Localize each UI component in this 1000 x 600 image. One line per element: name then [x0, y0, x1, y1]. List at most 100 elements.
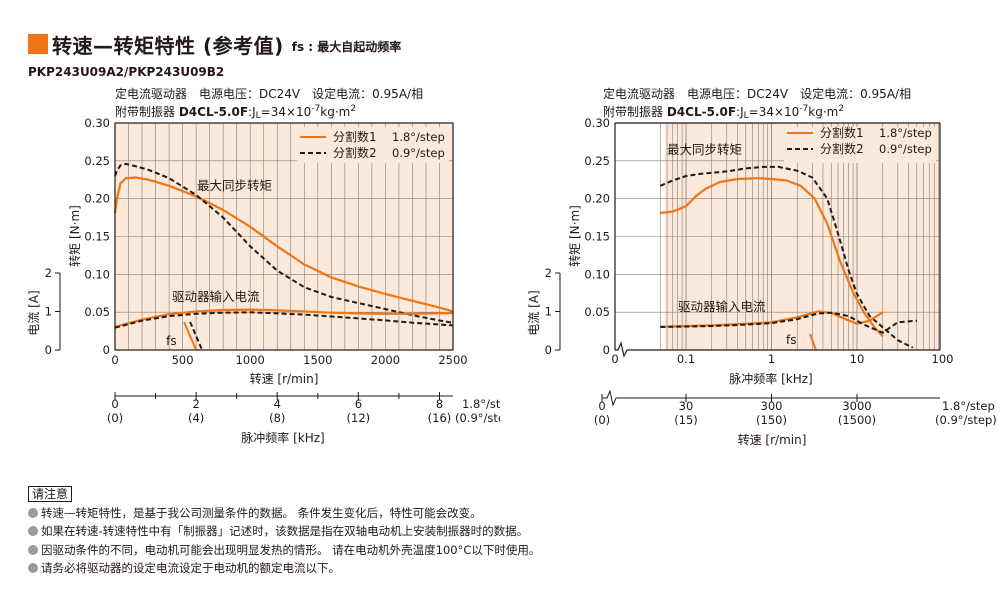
page-title: 转速—转矩特性 (参考值) — [52, 33, 284, 58]
right-sub-axis-line — [602, 389, 940, 407]
left-series-current-div2 — [114, 311, 454, 329]
page-subtitle: fs : 最大自起动频率 — [291, 39, 402, 54]
left-x-tick-label: 1000 — [236, 353, 265, 367]
right-x-tick-label-zero: 0 — [611, 352, 618, 366]
model-label: PKP243U09A2/PKP243U09B2 — [28, 65, 225, 79]
right-annotation-input-current: 驱动器输入电流 — [678, 299, 766, 314]
right-current-tick-label: 2 — [545, 266, 552, 280]
chart-left: 0 0.05 0.10 0.15 0.20 0.25 0.30 转矩 [N·m] 0 1 2 电流 [… — [27, 116, 500, 445]
left-legend-step: 0.9°/step — [392, 146, 445, 160]
right-legend-label: 分割数1 — [820, 125, 864, 140]
left-x-axis-label: 转速 [r/min] — [250, 371, 319, 386]
left-legend-box — [297, 127, 449, 163]
left-sub-axis-tick-label: 6 — [355, 397, 362, 411]
right-current-tick-label: 0 — [545, 343, 552, 357]
right-x-axis-label: 脉冲频率 [kHz] — [729, 371, 812, 386]
left-series-torque-div2 — [114, 162, 454, 324]
left-fs-annotation: fs — [166, 334, 176, 348]
right-y-axis-label-current: 电流 [A] — [527, 290, 541, 335]
right-sub-axis-tick-label-alt: (1500) — [838, 413, 876, 427]
bullet-icon — [28, 507, 38, 518]
left-x-tick-label: 500 — [172, 353, 194, 367]
left-sub-axis-step-alt: (0.9°/step) — [455, 411, 500, 425]
right-sub-axis-label: 转速 [r/min] — [738, 432, 807, 447]
left-fs-marker-div1 — [183, 321, 198, 351]
left-sub-axis-step: 1.8°/step — [462, 397, 500, 411]
left-y-tick-label: 0.05 — [84, 305, 110, 319]
right-fs-marker — [809, 333, 817, 351]
left-x-tick-label: 2500 — [438, 353, 467, 367]
right-frame-bottom-break — [615, 341, 940, 358]
right-y-tick-label: 0.25 — [584, 154, 610, 168]
right-legend-step: 0.9°/step — [879, 142, 932, 156]
right-y-axis-label-torque: 转矩 [N·m] — [567, 205, 582, 267]
left-conditions-line1: 定电流驱动器 电源电压：DC24V 设定电流：0.95A/相 — [115, 87, 424, 101]
left-x-tick-label: 2000 — [371, 353, 400, 367]
right-x-tick-label: 100 — [932, 352, 954, 366]
left-y-axis-label-torque: 转矩 [N·m] — [67, 205, 82, 267]
right-sub-axis-tick-label: 0 — [598, 399, 605, 413]
right-sub-axis-step: 1.8°/step — [942, 399, 995, 413]
right-legend-label: 分割数2 — [820, 141, 864, 156]
right-series-torque-div2 — [659, 165, 914, 349]
right-series-current-div1 — [660, 310, 884, 328]
left-y-tick-label: 0 — [103, 343, 110, 357]
title-block: 转速—转矩特性 (参考值) fs : 最大自起动频率 — [28, 30, 401, 58]
left-y-axis-label-current: 电流 [A] — [27, 290, 41, 335]
left-legend-label: 分割数2 — [333, 145, 377, 160]
left-sub-axis-label: 脉冲频率 [kHz] — [241, 430, 324, 445]
right-conditions-line2: 附带制振器 D4CL-5.0F:JL=34×10-7kg·m2 — [603, 104, 845, 121]
notes-title: 请注意 — [28, 486, 73, 502]
right-y-tick-label: 0.15 — [584, 230, 610, 244]
note-item: 请务必将驱动器的设定电流设定于电动机的额定电流以下。 — [28, 559, 540, 578]
left-x-tick-label: 1500 — [303, 353, 332, 367]
bullet-icon — [28, 526, 38, 536]
left-current-tick-label: 1 — [45, 305, 52, 319]
left-sub-axis-tick-label-alt: (12) — [347, 411, 371, 425]
right-current-tick-label: 1 — [545, 305, 552, 319]
left-sub-axis-tick-label-alt: (8) — [269, 411, 285, 425]
left-y-tick-label: 0.15 — [84, 230, 110, 244]
left-y-tick-label: 0.25 — [84, 154, 110, 168]
bullet-icon — [28, 544, 38, 555]
title-square-icon — [28, 34, 48, 54]
left-y-tick-label: 0.20 — [84, 192, 110, 206]
notes: 请注意 转速—转矩特性，是基于我公司测量条件的数据。 条件发生变化后，特性可能会… — [28, 485, 540, 578]
left-conditions-line2: 附带制振器 D4CL-5.0F:JL=34×10-7kg·m2 — [115, 104, 357, 121]
right-y-tick-label: 0 — [603, 343, 610, 357]
right-y-tick-label: 0.10 — [584, 267, 610, 281]
left-sub-axis-tick-label: 8 — [436, 397, 443, 411]
right-sub-axis-tick-label-alt: (150) — [756, 413, 787, 427]
right-sub-axis-tick-label-alt: (15) — [674, 413, 698, 427]
left-series-torque-div1 — [113, 176, 454, 313]
bullet-icon — [28, 563, 38, 573]
right-conditions: 定电流驱动器 电源电压：DC24V 设定电流：0.95A/相 附带制振器 D4C… — [603, 87, 911, 124]
right-sub-axis-tick-label: 30 — [679, 399, 694, 413]
left-annotation-max-torque: 最大同步转矩 — [197, 178, 272, 193]
right-sub-axis-tick-label: 300 — [761, 399, 783, 413]
note-item: 转速—转矩特性，是基于我公司测量条件的数据。 条件发生变化后，特性可能会改变。 — [28, 504, 540, 523]
left-legend-step: 1.8°/step — [392, 130, 445, 144]
right-y-tick-label: 0.30 — [584, 116, 610, 130]
left-sub-axis-tick-label-alt: (4) — [188, 411, 204, 425]
left-sub-axis-tick-label: 0 — [111, 397, 118, 411]
note-item: 如果在转速-转速特性中有「制振器」记述时，该数据是指在双轴电动机上安装制振器时的… — [28, 522, 540, 541]
right-series-current-div2 — [660, 311, 917, 334]
right-x-tick-label: 0.1 — [677, 352, 695, 366]
left-conditions: 定电流驱动器 电源电压：DC24V 设定电流：0.95A/相 附带制振器 D4C… — [115, 87, 423, 124]
left-sub-axis-tick-label: 2 — [192, 397, 199, 411]
right-annotation-max-torque: 最大同步转矩 — [667, 142, 742, 157]
right-x-tick-label: 1 — [768, 352, 775, 366]
right-sub-axis-step-alt: (0.9°/step) — [935, 413, 997, 427]
left-fs-marker-div2 — [189, 321, 204, 351]
left-y-tick-label: 0.10 — [84, 267, 110, 281]
right-series-torque-div1 — [660, 177, 884, 338]
right-conditions-line1: 定电流驱动器 电源电压：DC24V 设定电流：0.95A/相 — [603, 87, 912, 101]
left-sub-axis-tick-label-alt: (0) — [107, 411, 123, 425]
left-sub-axis-tick-label: 4 — [274, 397, 281, 411]
right-fs-annotation: fs — [786, 333, 796, 347]
left-annotation-input-current: 驱动器输入电流 — [172, 289, 260, 304]
left-legend-label: 分割数1 — [333, 129, 377, 144]
left-current-tick-label: 2 — [45, 266, 52, 280]
